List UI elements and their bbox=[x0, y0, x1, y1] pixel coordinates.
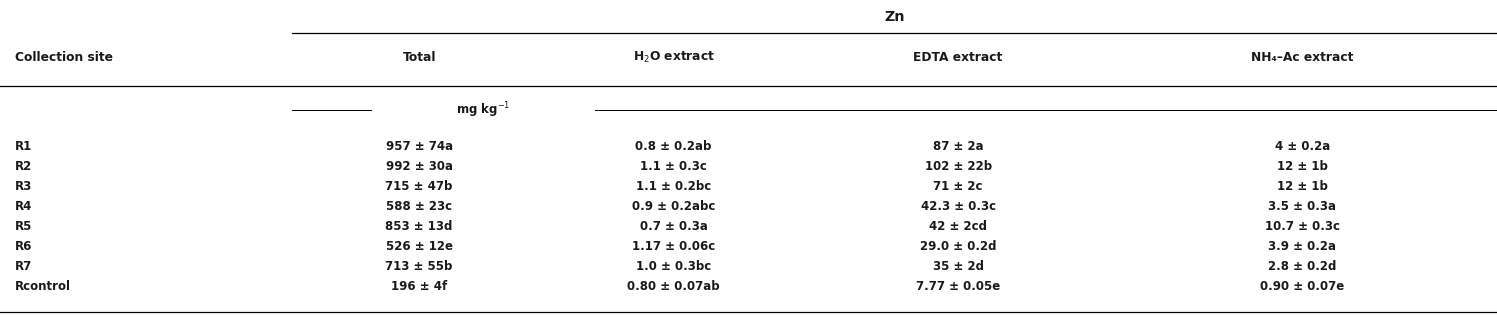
Text: 588 ± 23c: 588 ± 23c bbox=[386, 200, 452, 213]
Text: 1.1 ± 0.3c: 1.1 ± 0.3c bbox=[641, 160, 707, 173]
Text: 10.7 ± 0.3c: 10.7 ± 0.3c bbox=[1265, 220, 1340, 233]
Text: R2: R2 bbox=[15, 160, 33, 173]
Text: R7: R7 bbox=[15, 260, 33, 273]
Text: 992 ± 30a: 992 ± 30a bbox=[386, 160, 452, 173]
Text: 1.1 ± 0.2bc: 1.1 ± 0.2bc bbox=[636, 180, 711, 193]
Text: 0.7 ± 0.3a: 0.7 ± 0.3a bbox=[639, 220, 708, 233]
Text: 29.0 ± 0.2d: 29.0 ± 0.2d bbox=[919, 240, 997, 253]
Text: 35 ± 2d: 35 ± 2d bbox=[933, 260, 984, 273]
Text: 715 ± 47b: 715 ± 47b bbox=[385, 180, 454, 193]
Text: 853 ± 13d: 853 ± 13d bbox=[385, 220, 454, 233]
Text: 71 ± 2c: 71 ± 2c bbox=[933, 180, 984, 193]
Text: R3: R3 bbox=[15, 180, 33, 193]
Text: 0.8 ± 0.2ab: 0.8 ± 0.2ab bbox=[635, 140, 713, 153]
Text: R6: R6 bbox=[15, 240, 33, 253]
Text: 1.17 ± 0.06c: 1.17 ± 0.06c bbox=[632, 240, 716, 253]
Text: 713 ± 55b: 713 ± 55b bbox=[385, 260, 454, 273]
Text: 526 ± 12e: 526 ± 12e bbox=[386, 240, 452, 253]
Text: Rcontrol: Rcontrol bbox=[15, 280, 70, 293]
Text: 42 ± 2cd: 42 ± 2cd bbox=[930, 220, 987, 233]
Text: 7.77 ± 0.05e: 7.77 ± 0.05e bbox=[916, 280, 1000, 293]
Text: 0.80 ± 0.07ab: 0.80 ± 0.07ab bbox=[627, 280, 720, 293]
Text: Zn: Zn bbox=[885, 10, 904, 24]
Text: NH₄–Ac extract: NH₄–Ac extract bbox=[1251, 51, 1353, 64]
Text: 0.9 ± 0.2abc: 0.9 ± 0.2abc bbox=[632, 200, 716, 213]
Text: mg kg$^{-1}$: mg kg$^{-1}$ bbox=[455, 100, 510, 120]
Text: Total: Total bbox=[403, 51, 436, 64]
Text: 196 ± 4f: 196 ± 4f bbox=[391, 280, 448, 293]
Text: R4: R4 bbox=[15, 200, 33, 213]
Text: 3.9 ± 0.2a: 3.9 ± 0.2a bbox=[1268, 240, 1337, 253]
Text: Collection site: Collection site bbox=[15, 51, 112, 64]
Text: 957 ± 74a: 957 ± 74a bbox=[386, 140, 452, 153]
Text: 4 ± 0.2a: 4 ± 0.2a bbox=[1275, 140, 1329, 153]
Text: 2.8 ± 0.2d: 2.8 ± 0.2d bbox=[1268, 260, 1337, 273]
Text: 102 ± 22b: 102 ± 22b bbox=[925, 160, 991, 173]
Text: 87 ± 2a: 87 ± 2a bbox=[933, 140, 984, 153]
Text: 1.0 ± 0.3bc: 1.0 ± 0.3bc bbox=[636, 260, 711, 273]
Text: 0.90 ± 0.07e: 0.90 ± 0.07e bbox=[1260, 280, 1344, 293]
Text: R1: R1 bbox=[15, 140, 33, 153]
Text: R5: R5 bbox=[15, 220, 33, 233]
Text: 3.5 ± 0.3a: 3.5 ± 0.3a bbox=[1268, 200, 1337, 213]
Text: EDTA extract: EDTA extract bbox=[913, 51, 1003, 64]
Text: 12 ± 1b: 12 ± 1b bbox=[1277, 160, 1328, 173]
Text: 12 ± 1b: 12 ± 1b bbox=[1277, 180, 1328, 193]
Text: H$_2$O extract: H$_2$O extract bbox=[633, 50, 714, 65]
Text: 42.3 ± 0.3c: 42.3 ± 0.3c bbox=[921, 200, 996, 213]
